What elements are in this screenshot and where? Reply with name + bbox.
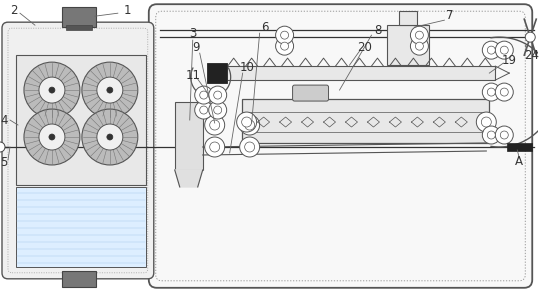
Bar — [62, 271, 96, 287]
Circle shape — [245, 120, 254, 130]
Text: 6: 6 — [261, 21, 268, 34]
Circle shape — [241, 117, 252, 127]
Circle shape — [209, 101, 227, 119]
Text: 5: 5 — [1, 156, 8, 170]
Circle shape — [24, 109, 80, 165]
Text: 9: 9 — [192, 41, 199, 54]
Circle shape — [0, 142, 5, 152]
Circle shape — [49, 134, 55, 140]
Circle shape — [24, 62, 80, 118]
Circle shape — [281, 42, 288, 50]
Bar — [207, 63, 227, 83]
Bar — [388, 25, 430, 65]
Text: 24: 24 — [524, 49, 539, 62]
Circle shape — [500, 46, 508, 54]
Text: 19: 19 — [502, 54, 517, 67]
Circle shape — [495, 126, 513, 144]
Circle shape — [410, 26, 429, 44]
Circle shape — [195, 101, 213, 119]
Text: 20: 20 — [357, 41, 372, 54]
Circle shape — [195, 86, 213, 104]
Circle shape — [39, 124, 65, 150]
Circle shape — [500, 88, 508, 96]
Circle shape — [97, 77, 123, 103]
Circle shape — [500, 131, 508, 139]
Circle shape — [275, 37, 294, 55]
Circle shape — [210, 142, 220, 152]
Text: 11: 11 — [185, 69, 200, 82]
Circle shape — [210, 120, 220, 130]
Circle shape — [82, 62, 138, 118]
Circle shape — [487, 131, 495, 139]
Circle shape — [237, 112, 257, 132]
Circle shape — [487, 88, 495, 96]
Circle shape — [107, 87, 113, 93]
Circle shape — [200, 91, 208, 99]
Circle shape — [526, 32, 535, 42]
Text: 4: 4 — [0, 114, 8, 127]
Bar — [16, 187, 146, 267]
Text: A: A — [515, 155, 523, 168]
Circle shape — [482, 41, 500, 59]
FancyBboxPatch shape — [149, 4, 532, 288]
Bar — [241, 99, 489, 143]
Bar — [66, 25, 92, 30]
Circle shape — [476, 112, 496, 132]
Text: 7: 7 — [446, 9, 453, 22]
Bar — [216, 66, 495, 80]
Circle shape — [97, 124, 123, 150]
Circle shape — [482, 83, 500, 101]
Circle shape — [209, 86, 227, 104]
Circle shape — [205, 115, 225, 135]
Polygon shape — [175, 170, 203, 187]
Circle shape — [240, 115, 260, 135]
Bar — [399, 11, 417, 25]
Circle shape — [495, 83, 513, 101]
Circle shape — [205, 137, 225, 157]
Bar — [175, 102, 203, 170]
Circle shape — [416, 31, 424, 39]
Bar — [16, 55, 146, 185]
FancyBboxPatch shape — [2, 22, 154, 279]
Circle shape — [281, 31, 288, 39]
Circle shape — [416, 42, 424, 50]
Circle shape — [200, 106, 208, 114]
Bar — [62, 7, 96, 27]
Text: 8: 8 — [374, 24, 381, 37]
FancyBboxPatch shape — [293, 85, 329, 101]
Circle shape — [39, 77, 65, 103]
Circle shape — [49, 87, 55, 93]
Circle shape — [487, 46, 495, 54]
Circle shape — [82, 109, 138, 165]
Circle shape — [482, 126, 500, 144]
Circle shape — [410, 37, 429, 55]
Circle shape — [495, 41, 513, 59]
Circle shape — [213, 91, 222, 99]
Circle shape — [275, 26, 294, 44]
Bar — [507, 143, 532, 151]
Circle shape — [213, 106, 222, 114]
Circle shape — [107, 134, 113, 140]
Text: 2: 2 — [10, 4, 18, 17]
Text: 1: 1 — [124, 4, 132, 17]
Text: 10: 10 — [239, 60, 254, 74]
Circle shape — [245, 142, 254, 152]
Text: 3: 3 — [189, 27, 196, 40]
Circle shape — [240, 137, 260, 157]
Circle shape — [481, 117, 492, 127]
